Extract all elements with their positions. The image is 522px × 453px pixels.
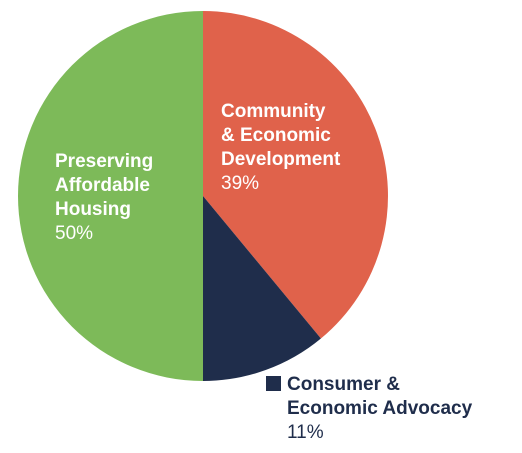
slice-name-line: Development	[221, 149, 341, 170]
slice-value-label: 11%	[287, 422, 324, 443]
pie-slice-consumer-economic-advocacy	[203, 196, 321, 381]
legend-marker	[266, 376, 281, 391]
slice-value-label: 50%	[55, 223, 93, 244]
slice-name-line: Housing	[55, 199, 131, 220]
slice-name-line: Consumer &	[287, 374, 400, 395]
slice-name-line: Affordable	[55, 175, 150, 196]
slice-name-line: Preserving	[55, 151, 153, 172]
slice-label-preserving-affordable-housing: Preserving Affordable Housing 50%	[55, 151, 153, 244]
pie-slice-preserving-affordable-housing	[18, 11, 203, 381]
slice-name-line: Community	[221, 101, 326, 122]
slice-name-line: & Economic	[221, 125, 331, 146]
pie-slice-community-economic-development	[203, 11, 388, 339]
slice-value-label: 39%	[221, 173, 259, 194]
slice-name-line: Economic Advocacy	[287, 398, 473, 419]
slice-label-consumer-economic-advocacy: Consumer & Economic Advocacy 11%	[266, 374, 473, 443]
pie-slices	[18, 11, 388, 381]
slice-label-community-economic-development: Community & Economic Development 39%	[221, 101, 341, 194]
slice-labels: Community & Economic Development 39% Consume…	[55, 101, 473, 443]
